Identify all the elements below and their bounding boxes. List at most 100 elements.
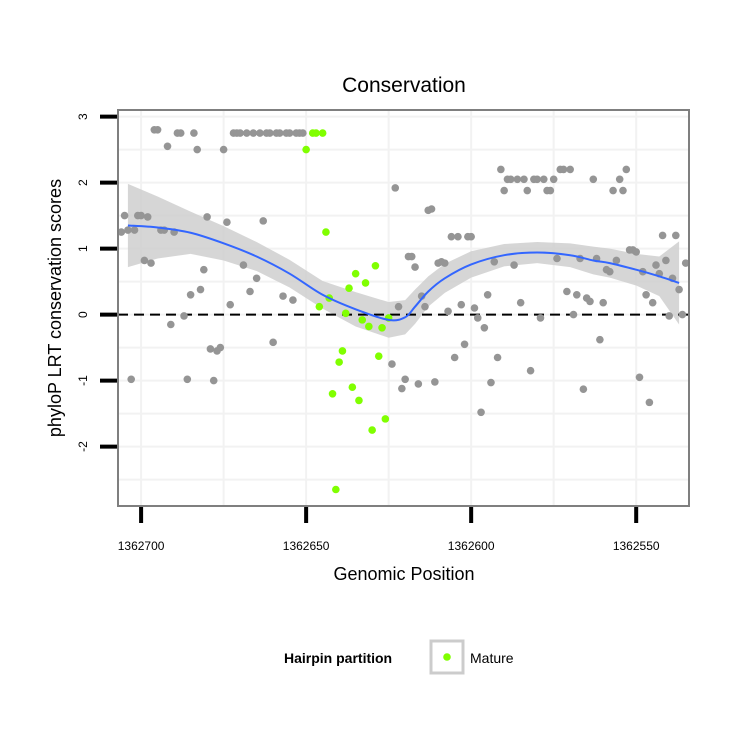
point-other	[444, 307, 452, 316]
point-other	[559, 165, 568, 174]
y-tick-label: 0	[76, 311, 90, 318]
point-other	[200, 265, 208, 274]
y-tick-label: -1	[76, 375, 90, 386]
point-other	[117, 228, 126, 236]
point-other	[226, 300, 235, 309]
point-other	[193, 145, 202, 154]
point-other	[596, 335, 604, 344]
point-other	[176, 129, 185, 137]
point-other	[487, 378, 495, 387]
point-other	[203, 213, 211, 221]
x-tick-label: 1362650	[283, 539, 330, 553]
point-other	[275, 129, 284, 137]
point-mature	[355, 396, 363, 405]
point-other	[658, 231, 667, 240]
point-mature	[358, 316, 367, 324]
point-other	[256, 129, 264, 137]
point-other	[506, 175, 515, 184]
points-mature	[302, 129, 393, 494]
point-other	[454, 232, 462, 241]
point-other	[421, 302, 429, 311]
point-other	[460, 340, 469, 349]
point-other	[167, 320, 175, 329]
point-mature	[338, 347, 347, 355]
x-tick-label: 1362600	[448, 539, 495, 553]
point-other	[143, 213, 152, 221]
point-other	[563, 287, 571, 296]
point-other	[163, 142, 172, 151]
point-mature	[368, 426, 376, 434]
point-other	[589, 175, 598, 184]
point-other	[414, 380, 423, 388]
point-mature	[335, 358, 343, 366]
point-other	[206, 345, 215, 353]
y-tick-label: 1	[76, 245, 90, 252]
point-other	[662, 256, 670, 265]
y-tick-label: 3	[76, 113, 90, 120]
point-other	[622, 165, 631, 174]
point-other	[549, 175, 558, 184]
point-mature	[318, 129, 327, 137]
point-other	[526, 366, 535, 375]
point-other	[553, 254, 561, 263]
point-other	[246, 287, 254, 296]
x-axis: 1362700 1362650 1362600 1362550	[118, 507, 660, 553]
point-other	[147, 259, 155, 267]
point-mature	[341, 309, 350, 318]
point-other	[140, 256, 149, 265]
point-other	[483, 291, 492, 299]
point-other	[252, 274, 261, 283]
point-other	[216, 343, 225, 352]
point-other	[520, 175, 528, 184]
point-other	[566, 165, 574, 174]
point-other	[536, 314, 545, 322]
point-mature	[378, 324, 386, 332]
point-other	[569, 310, 578, 319]
point-other	[137, 211, 145, 220]
y-axis: -2 -1 0 1 2 3	[76, 113, 117, 452]
point-mature	[374, 352, 383, 360]
point-mature	[381, 415, 390, 423]
point-other	[120, 211, 129, 220]
x-tick-label: 1362700	[118, 539, 165, 553]
point-other	[609, 186, 617, 195]
point-other	[523, 186, 532, 195]
point-other	[242, 129, 251, 137]
point-other	[586, 297, 594, 306]
point-other	[513, 175, 522, 184]
legend-title: Hairpin partition	[284, 650, 392, 666]
point-other	[632, 248, 640, 256]
point-mature	[315, 302, 324, 311]
point-other	[477, 408, 485, 417]
point-other	[510, 261, 518, 269]
point-mature	[332, 485, 340, 494]
point-other	[612, 256, 621, 265]
point-other	[388, 360, 396, 368]
point-other	[427, 205, 436, 213]
point-mature	[328, 390, 337, 398]
point-other	[671, 231, 680, 240]
point-other	[259, 217, 268, 225]
point-other	[473, 314, 482, 322]
point-other	[533, 175, 541, 184]
point-other	[249, 129, 258, 137]
y-tick-label: -2	[76, 441, 90, 452]
point-other	[124, 226, 132, 234]
point-other	[279, 292, 287, 300]
point-other	[605, 267, 614, 276]
point-other	[190, 129, 198, 137]
point-other	[209, 376, 218, 385]
point-other	[500, 186, 508, 195]
point-other	[153, 126, 162, 134]
point-other	[599, 298, 607, 307]
point-other	[299, 129, 307, 137]
point-other	[675, 285, 683, 294]
point-other	[407, 252, 416, 261]
point-other	[648, 298, 657, 307]
point-other	[490, 258, 499, 266]
point-mature	[371, 261, 380, 270]
point-other	[681, 259, 690, 267]
point-other	[391, 184, 400, 192]
point-other	[266, 129, 274, 137]
